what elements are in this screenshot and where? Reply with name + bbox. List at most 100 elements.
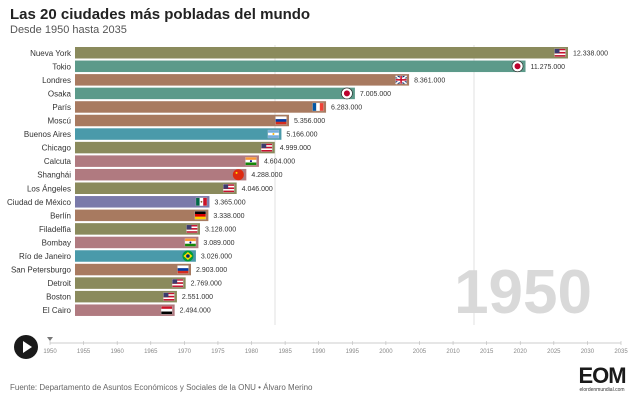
flag-icon: [194, 211, 207, 220]
bar: [75, 60, 526, 73]
flag-icon: [223, 184, 235, 193]
timeline-tick-label: 2010: [446, 349, 460, 355]
bar: [75, 263, 191, 276]
timeline-tick-label: 1965: [144, 349, 158, 355]
bar-row: Berlín 3.338.000: [50, 209, 245, 222]
city-label: Chicago: [42, 144, 72, 153]
bar: [75, 141, 275, 154]
city-label: Nueva York: [30, 49, 72, 58]
city-label: Los Ángeles: [27, 184, 71, 193]
value-label: 12.338.000: [573, 50, 608, 57]
flag-icon: [232, 169, 244, 181]
value-label: 5.166.000: [286, 132, 317, 139]
bar-row: Moscú 5.356.000: [47, 114, 325, 127]
bar: [75, 101, 327, 113]
value-label: 11.275.000: [531, 64, 566, 71]
value-label: 3.365.000: [214, 199, 245, 206]
value-label: 2.769.000: [191, 281, 222, 288]
timeline-tick-label: 2000: [379, 349, 393, 355]
flag-icon: [275, 116, 287, 125]
flag-icon: [163, 292, 175, 301]
chart-title: Las 20 ciudades más pobladas del mundo: [10, 6, 311, 23]
bar-row: Bombay 3.089.000: [42, 236, 235, 249]
flag-icon: [186, 224, 198, 234]
play-button[interactable]: [14, 335, 38, 359]
flag-icon: [554, 48, 566, 57]
flag-icon: [245, 156, 257, 166]
bar: [75, 155, 259, 167]
timeline-tick-label: 2020: [514, 349, 528, 355]
value-label: 3.338.000: [213, 213, 244, 220]
timeline-tick-label: 1980: [245, 349, 259, 355]
value-label: 3.089.000: [203, 240, 234, 247]
timeline-tick-label: 2005: [413, 349, 427, 355]
bar-row: Filadelfia 3.128.000: [39, 223, 236, 235]
value-label: 6.283.000: [331, 104, 362, 111]
flag-icon: [312, 102, 324, 112]
value-label: 4.999.000: [280, 145, 311, 152]
bar-row: Río de Janeiro 3.026.000: [19, 250, 232, 262]
timeline-tick-label: 2025: [547, 349, 561, 355]
bar: [75, 74, 410, 86]
bar: [75, 87, 355, 100]
value-label: 3.026.000: [201, 254, 232, 261]
bar: [75, 250, 196, 262]
bar: [75, 114, 290, 127]
timeline-tick-label: 1990: [312, 349, 326, 355]
flag-icon: [395, 75, 408, 85]
timeline-tick-label: 1955: [77, 349, 91, 355]
timeline-tick-label: 2030: [581, 349, 595, 355]
city-label: Osaka: [48, 89, 72, 98]
value-label: 2.551.000: [182, 294, 213, 301]
bar-row: Detroit 2.769.000: [47, 277, 222, 289]
bar-row: Los Ángeles 4.046.000: [27, 182, 273, 194]
timeline-tick-label: 1960: [110, 349, 124, 355]
flag-icon: [182, 250, 194, 262]
city-label: Tokio: [52, 62, 71, 71]
city-label: Bombay: [42, 238, 71, 247]
source-footer: Fuente: Departamento de Asuntos Económic…: [10, 383, 313, 392]
bar-row: El Cairo 2.494.000: [43, 304, 211, 316]
bar: [75, 304, 175, 316]
value-label: 3.128.000: [205, 226, 236, 233]
timeline-handle[interactable]: [47, 337, 53, 341]
bar-row: Osaka 7.005.000: [48, 87, 391, 100]
city-label: Moscú: [47, 117, 71, 126]
value-label: 4.604.000: [264, 159, 295, 166]
year-watermark: 1950: [454, 258, 592, 327]
timeline-tick-label: 1995: [346, 349, 360, 355]
city-label: San Petersburgo: [11, 266, 72, 275]
bar-row: Boston 2.551.000: [46, 290, 213, 303]
logo: EOM elordenmundial.com: [572, 363, 632, 394]
value-label: 7.005.000: [360, 91, 391, 98]
city-label: París: [52, 103, 71, 112]
bar: [75, 236, 199, 249]
flag-icon: [341, 87, 353, 100]
flag-icon: [177, 265, 189, 274]
timeline-tick-label: 1985: [278, 349, 292, 355]
value-label: 8.361.000: [414, 77, 445, 84]
city-label: Berlín: [50, 211, 71, 220]
city-label: Shanghái: [37, 171, 71, 180]
timeline-tick-label: 1975: [211, 349, 225, 355]
flag-icon: [171, 278, 184, 288]
bar: [75, 182, 237, 194]
bar: [75, 128, 282, 140]
flag-icon: [511, 60, 524, 73]
city-label: El Cairo: [43, 306, 72, 315]
play-icon: [23, 341, 32, 353]
bar: [75, 223, 200, 235]
timeline-tick-label: 1970: [178, 349, 192, 355]
flag-icon: [261, 143, 273, 152]
value-label: 2.494.000: [180, 308, 211, 315]
bar: [75, 168, 247, 181]
logo-mark: EOM: [578, 363, 626, 388]
flag-icon: [267, 129, 280, 139]
timeline-tick-label: 2015: [480, 349, 494, 355]
bar-row: Tokio 11.275.000: [52, 60, 566, 73]
city-label: Londres: [42, 76, 71, 85]
value-label: 4.288.000: [251, 172, 282, 179]
city-label: Buenos Aires: [24, 130, 71, 139]
bar: [75, 290, 177, 303]
